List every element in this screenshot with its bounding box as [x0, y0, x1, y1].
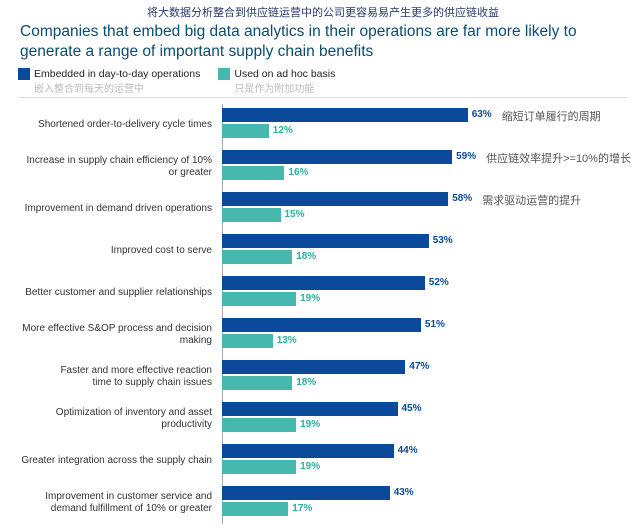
bar-primary: 44% — [222, 444, 394, 458]
bar-secondary: 13% — [222, 334, 273, 348]
row-annotation: 供应链效率提升>=10%的增长 — [486, 150, 631, 166]
bar-secondary-value: 18% — [296, 377, 316, 388]
row-annotation: 需求驱动运营的提升 — [482, 192, 581, 208]
bar-primary: 47% — [222, 360, 405, 374]
legend-item-primary: Embedded in day-to-day operations 嵌入整合到每… — [18, 68, 200, 95]
bar-secondary: 17% — [222, 502, 288, 516]
chart-row: More effective S&OP process and decision… — [222, 314, 628, 356]
bar-secondary: 19% — [222, 418, 296, 432]
title-chinese: 将大数据分析整合到供应链运营中的公司更容易易产生更多的供应链收益 — [18, 4, 628, 20]
legend-item-secondary: Used on ad hoc basis 只是作为附加功能 — [218, 68, 335, 95]
bar-primary: 45% — [222, 402, 398, 416]
bar-primary-value: 44% — [398, 445, 418, 456]
legend-swatch-primary — [18, 68, 30, 80]
bar-primary: 59% — [222, 150, 452, 164]
bar-primary: 43% — [222, 486, 390, 500]
legend: Embedded in day-to-day operations 嵌入整合到每… — [18, 68, 628, 95]
row-label: More effective S&OP process and decision… — [18, 314, 216, 356]
bar-secondary: 15% — [222, 208, 281, 222]
legend-sub-secondary: 只是作为附加功能 — [234, 80, 335, 95]
chart-row: Shortened order-to-delivery cycle times6… — [222, 104, 628, 146]
bar-primary-value: 52% — [429, 277, 449, 288]
chart-row: Improved cost to serve53%18% — [222, 230, 628, 272]
bar-secondary-value: 19% — [300, 293, 320, 304]
bar-primary-value: 53% — [433, 235, 453, 246]
bar-primary: 63% — [222, 108, 468, 122]
bar-secondary-value: 13% — [277, 335, 297, 346]
bar-secondary-value: 12% — [273, 125, 293, 136]
bar-primary: 52% — [222, 276, 425, 290]
bar-secondary: 16% — [222, 166, 284, 180]
row-label: Greater integration across the supply ch… — [18, 440, 216, 482]
row-label: Better customer and supplier relationshi… — [18, 272, 216, 314]
title-english: Companies that embed big data analytics … — [18, 22, 628, 62]
legend-label-secondary: Used on ad hoc basis — [234, 68, 335, 80]
bar-primary: 53% — [222, 234, 429, 248]
bar-secondary-value: 19% — [300, 461, 320, 472]
legend-swatch-secondary — [218, 68, 230, 80]
row-label: Optimization of inventory and asset prod… — [18, 398, 216, 440]
chart-row: Faster and more effective reactiontime t… — [222, 356, 628, 398]
bar-secondary-value: 15% — [285, 209, 305, 220]
chart-row: Increase in supply chain efficiency of 1… — [222, 146, 628, 188]
row-label: Faster and more effective reactiontime t… — [18, 356, 216, 398]
row-annotation: 缩短订单履行的周期 — [502, 108, 601, 124]
bar-primary-value: 58% — [452, 193, 472, 204]
bar-secondary: 18% — [222, 250, 292, 264]
bar-secondary-value: 18% — [296, 251, 316, 262]
bar-primary-value: 51% — [425, 319, 445, 330]
row-label: Improvement in demand driven operations — [18, 188, 216, 230]
row-label: Shortened order-to-delivery cycle times — [18, 104, 216, 146]
bar-chart: Shortened order-to-delivery cycle times 6… — [18, 104, 628, 524]
legend-sub-primary: 嵌入整合到每天的运营中 — [34, 80, 200, 95]
chart-row: Greater integration across the supply ch… — [222, 440, 628, 482]
bar-primary-value: 45% — [402, 403, 422, 414]
row-label: Improvement in customer service anddeman… — [18, 482, 216, 524]
bar-primary: 51% — [222, 318, 421, 332]
bar-secondary-value: 16% — [288, 167, 308, 178]
row-label: Improved cost to serve — [18, 230, 216, 272]
chart-row: Better customer and supplier relationshi… — [222, 272, 628, 314]
chart-row: Optimization of inventory and asset prod… — [222, 398, 628, 440]
bar-primary-value: 63% — [472, 109, 492, 120]
bar-secondary-value: 17% — [292, 503, 312, 514]
chart-row: Improvement in customer service anddeman… — [222, 482, 628, 524]
bar-secondary-value: 19% — [300, 419, 320, 430]
bar-primary-value: 43% — [394, 487, 414, 498]
chart-row: Improvement in demand driven operations5… — [222, 188, 628, 230]
bar-secondary: 18% — [222, 376, 292, 390]
bar-secondary: 19% — [222, 460, 296, 474]
bar-primary-value: 59% — [456, 151, 476, 162]
row-label: Increase in supply chain efficiency of 1… — [18, 146, 216, 188]
bar-primary: 58% — [222, 192, 448, 206]
bar-secondary: 12% — [222, 124, 269, 138]
bar-secondary: 19% — [222, 292, 296, 306]
legend-label-primary: Embedded in day-to-day operations — [34, 68, 200, 80]
bar-primary-value: 47% — [409, 361, 429, 372]
divider — [18, 97, 628, 98]
